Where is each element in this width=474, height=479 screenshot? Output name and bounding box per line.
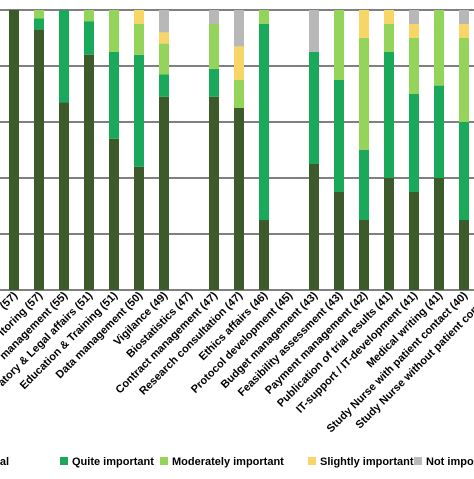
bar-segment	[134, 24, 144, 55]
bar-segment	[209, 68, 219, 97]
legend-label: Quite important	[72, 456, 154, 468]
bar-segment	[209, 10, 219, 24]
bar-segment	[159, 96, 169, 290]
bar-segment	[384, 24, 394, 52]
bar-segment	[134, 10, 144, 24]
legend-label: Moderately important	[172, 456, 284, 468]
bar-segment	[34, 29, 44, 290]
legend-label: essential	[0, 456, 9, 468]
bar-segment	[9, 10, 19, 290]
bar-segment	[109, 138, 119, 290]
bar-segment	[309, 52, 319, 164]
bar-segment	[134, 54, 144, 167]
bar-segment	[109, 52, 119, 139]
bar-segment	[384, 10, 394, 24]
bar-segment	[409, 94, 419, 192]
bar-segment	[84, 21, 94, 55]
bar-segment	[234, 10, 244, 47]
bars-layer	[9, 10, 469, 291]
bar-segment	[384, 52, 394, 178]
bar-segment	[459, 24, 469, 38]
bar-segment	[234, 46, 244, 80]
bar-segment	[84, 10, 94, 22]
legend-label: Slightly important	[320, 456, 414, 468]
bar-segment	[409, 192, 419, 290]
bar-segment	[159, 43, 169, 75]
legend: essential Quite important Moderately impor…	[0, 456, 474, 468]
bar-segment	[409, 24, 419, 38]
legend-swatch	[160, 457, 168, 465]
bar-segment	[109, 10, 119, 52]
legend-swatch	[60, 457, 68, 465]
bar-segment	[159, 32, 169, 44]
bar-segment	[434, 85, 444, 178]
legend-label: Not important	[426, 456, 474, 468]
bar-segment	[459, 220, 469, 290]
bar-segment	[334, 80, 344, 192]
bar-segment	[384, 178, 394, 290]
bar-segment	[259, 24, 269, 220]
bar-segment	[209, 96, 219, 290]
bar-segment	[459, 10, 469, 24]
bar-segment	[34, 18, 44, 30]
bar-segment	[359, 220, 369, 290]
bar-segment	[434, 10, 444, 86]
bar-segment	[309, 10, 319, 52]
bar-segment	[159, 10, 169, 33]
bar-segment	[59, 102, 69, 291]
legend-swatch	[308, 457, 316, 465]
legend-swatch	[414, 457, 422, 465]
bar-segment	[234, 108, 244, 290]
bar-segment	[459, 122, 469, 220]
bar-segment	[309, 164, 319, 290]
bar-segment	[234, 80, 244, 108]
bar-segment	[409, 38, 419, 94]
bar-segment	[359, 10, 369, 38]
bar-segment	[209, 24, 219, 69]
bar-segment	[134, 166, 144, 290]
bar-segment	[459, 38, 469, 122]
bar-segment	[359, 150, 369, 220]
bar-segment	[259, 220, 269, 290]
bar-segment	[59, 10, 69, 103]
bar-segment	[34, 10, 44, 19]
bar-segment	[409, 10, 419, 24]
bar-segment	[334, 10, 344, 80]
bar-segment	[159, 74, 169, 97]
bar-segment	[84, 54, 94, 290]
x-tick-labels: (57)itoring (57)management (55)atory & L…	[0, 289, 474, 435]
bar-segment	[334, 192, 344, 290]
bar-segment	[259, 10, 269, 24]
bar-segment	[359, 38, 369, 150]
bar-segment	[434, 178, 444, 290]
